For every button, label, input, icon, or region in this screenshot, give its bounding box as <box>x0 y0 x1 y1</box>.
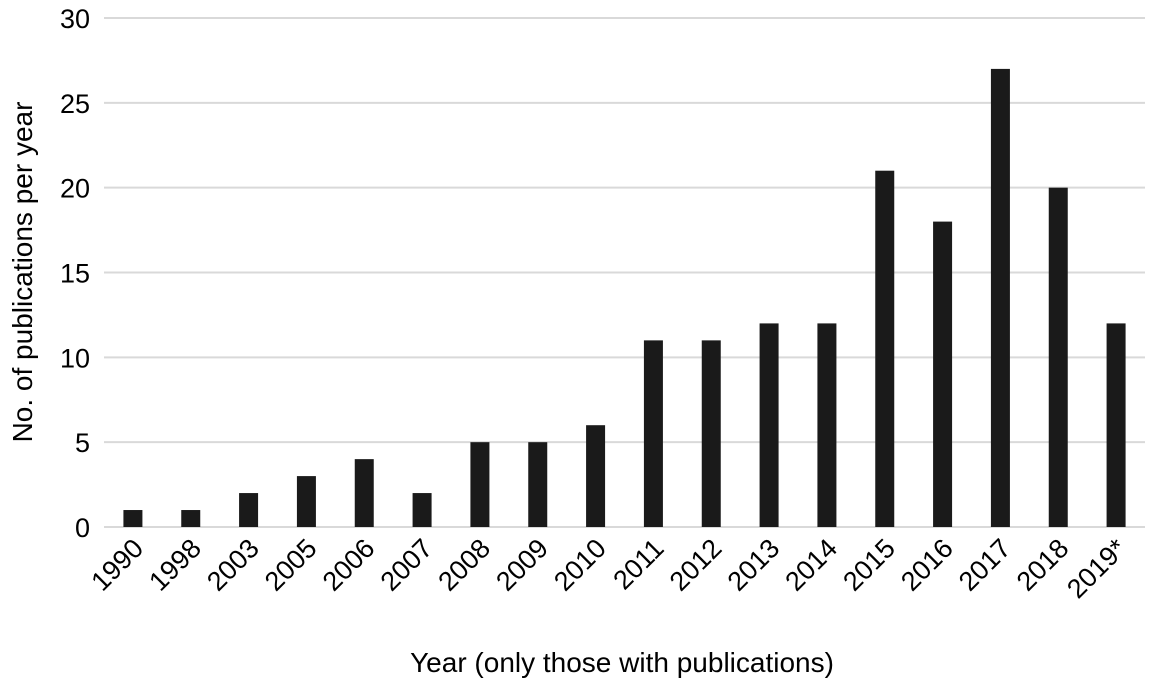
x-tick-label: 2017 <box>953 533 1017 597</box>
y-tick-label: 15 <box>60 259 90 289</box>
bar-2012 <box>701 340 721 527</box>
x-tick-label: 2019* <box>1061 533 1132 604</box>
bar-2007 <box>412 493 432 527</box>
x-tick-label: 2012 <box>664 533 728 597</box>
x-axis-title: Year (only those with publications) <box>410 647 834 678</box>
x-tick-label: 2016 <box>895 533 959 597</box>
bar-2006 <box>354 459 374 527</box>
bar-2016 <box>933 221 953 527</box>
x-tick-label: 1990 <box>85 533 149 597</box>
y-axis-title: No. of publications per year <box>7 102 38 443</box>
bar-2015 <box>875 170 895 527</box>
bar-2005 <box>296 476 316 527</box>
x-tick-label: 2014 <box>779 533 843 597</box>
y-tick-label: 25 <box>60 89 90 119</box>
bar-2017 <box>990 68 1010 528</box>
x-tick-label: 2005 <box>259 533 323 597</box>
bar-2018 <box>1048 187 1068 527</box>
x-tick-label: 2011 <box>607 533 669 595</box>
gridlines <box>104 17 1145 528</box>
bar-1990 <box>123 510 143 527</box>
y-tick-label: 0 <box>75 513 90 543</box>
y-tick-label: 20 <box>60 174 90 204</box>
bar-2010 <box>586 425 606 527</box>
y-axis-ticks: 0 5 10 15 20 25 30 <box>60 4 90 543</box>
y-tick-label: 30 <box>60 4 90 34</box>
x-tick-label: 2003 <box>201 533 265 597</box>
bar-2008 <box>470 442 490 527</box>
x-tick-label: 2013 <box>722 533 786 597</box>
bar-2019 <box>1106 323 1126 527</box>
bar-2009 <box>528 442 548 527</box>
x-tick-label: 2008 <box>432 533 496 597</box>
y-tick-label: 10 <box>60 343 90 373</box>
x-tick-label: 1998 <box>143 533 207 597</box>
bar-2003 <box>239 493 259 527</box>
bar-1998 <box>181 510 201 527</box>
x-tick-label: 2006 <box>317 533 381 597</box>
x-axis-ticks: 1990199820032005200620072008200920102011… <box>85 533 1132 604</box>
bar-2013 <box>759 323 779 527</box>
x-tick-label: 2010 <box>548 533 612 597</box>
bar-2011 <box>643 340 663 527</box>
bars <box>123 68 1126 528</box>
x-tick-label: 2009 <box>490 533 554 597</box>
bar-2014 <box>817 323 837 527</box>
y-tick-label: 5 <box>75 428 90 458</box>
x-tick-label: 2015 <box>837 533 901 597</box>
x-tick-label: 2007 <box>375 533 439 597</box>
